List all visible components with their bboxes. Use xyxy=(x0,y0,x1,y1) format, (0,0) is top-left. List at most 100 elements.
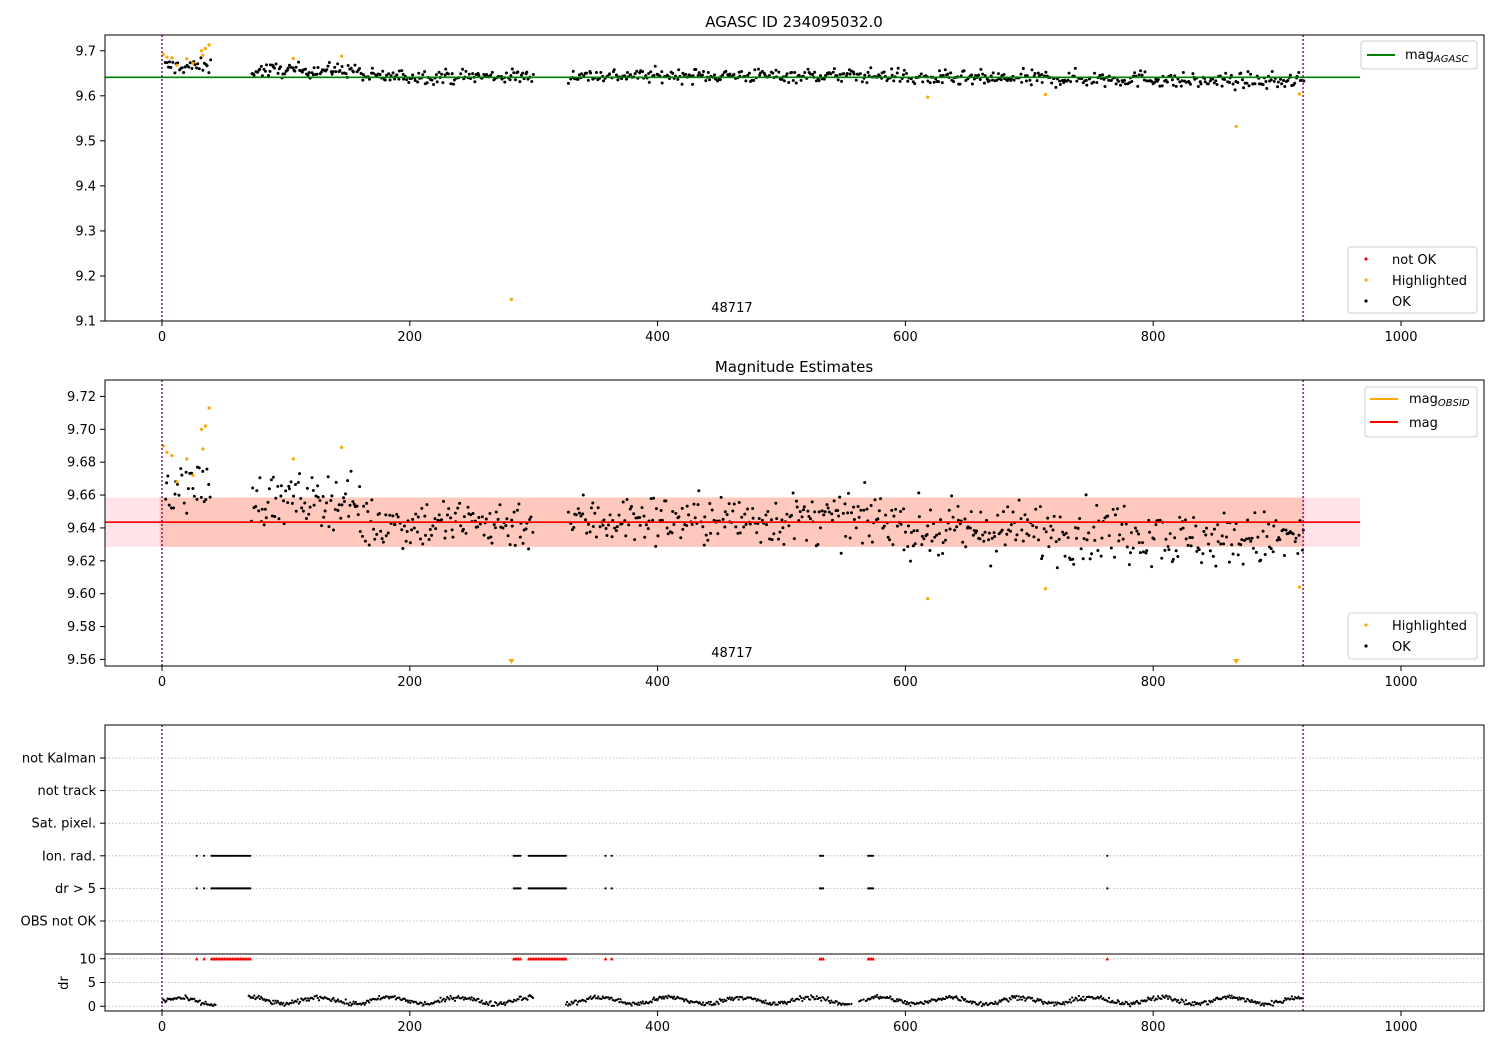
ok-point xyxy=(1044,70,1048,74)
flag-point xyxy=(212,887,215,890)
ok-point xyxy=(416,80,420,84)
dr-point xyxy=(1007,1000,1010,1003)
ok-point xyxy=(333,65,337,69)
panel-3-plot-area xyxy=(105,725,1484,1011)
ok-point xyxy=(1084,78,1088,82)
dr-point xyxy=(526,998,529,1001)
y-tick-label: 9.1 xyxy=(75,315,96,330)
dr-point xyxy=(387,995,390,998)
ok-point xyxy=(817,510,821,514)
ok-point xyxy=(925,532,929,536)
ok-point xyxy=(384,534,388,538)
dr-point xyxy=(278,1003,282,1006)
dr-point xyxy=(1229,996,1232,1000)
ok-point xyxy=(346,479,350,483)
ok-point xyxy=(416,515,420,519)
flag-point xyxy=(527,854,530,857)
ok-point xyxy=(177,493,181,497)
ok-point xyxy=(888,538,892,542)
ok-point xyxy=(913,542,917,546)
dr-capped-marker xyxy=(871,956,875,961)
ok-point xyxy=(1025,532,1029,536)
ok-point xyxy=(651,518,655,522)
dr-point xyxy=(1035,999,1038,1002)
ok-point xyxy=(327,525,331,529)
ok-point xyxy=(484,517,488,521)
ok-point xyxy=(1066,536,1070,540)
ok-point xyxy=(909,531,913,535)
ok-point xyxy=(1014,538,1018,542)
panel-2-frame xyxy=(104,379,1485,667)
ok-point xyxy=(370,498,374,502)
ok-point xyxy=(1183,518,1187,522)
ok-point xyxy=(471,512,475,516)
ok-point xyxy=(388,513,392,517)
flag-point xyxy=(561,887,564,890)
ok-point xyxy=(1261,529,1265,533)
ok-point xyxy=(188,61,192,65)
flag-point xyxy=(233,854,236,857)
ok-point xyxy=(393,523,397,527)
ok-point xyxy=(863,481,867,485)
dr-point xyxy=(1151,997,1154,1000)
ok-point xyxy=(269,478,273,482)
ok-point xyxy=(956,504,960,508)
dr-point xyxy=(407,1001,410,1004)
ok-point xyxy=(858,72,862,76)
ok-point xyxy=(937,532,941,536)
ok-point xyxy=(732,502,736,506)
ok-point xyxy=(268,69,272,73)
ok-point xyxy=(777,70,781,74)
ok-point xyxy=(1189,544,1193,548)
dr-point xyxy=(204,1000,207,1003)
flag-point xyxy=(868,887,871,890)
ok-point xyxy=(284,489,288,493)
ok-point xyxy=(572,525,576,529)
dr-point xyxy=(801,999,804,1003)
ok-point xyxy=(1271,550,1275,554)
ok-point xyxy=(906,545,910,549)
ok-point xyxy=(1021,66,1025,70)
dr-point xyxy=(1261,1002,1264,1005)
ok-point xyxy=(744,79,748,83)
panel-2-point-legend-box xyxy=(1347,612,1478,660)
ok-point xyxy=(785,512,789,516)
dr-point xyxy=(1249,1001,1252,1004)
flag-point xyxy=(868,854,871,857)
dr-point xyxy=(1165,995,1169,998)
x-tick-label: 0 xyxy=(158,1020,166,1035)
dr-point xyxy=(776,1003,779,1006)
ok-point xyxy=(183,65,187,69)
ok-point xyxy=(1069,80,1073,84)
ok-point xyxy=(469,513,473,517)
flag-point xyxy=(226,887,229,890)
ok-point xyxy=(458,501,462,505)
dr-point xyxy=(1216,996,1219,999)
flag-point xyxy=(610,854,613,857)
dr-point xyxy=(1211,1000,1214,1003)
ok-point xyxy=(421,73,425,77)
ok-point xyxy=(420,506,424,510)
ok-point xyxy=(488,511,492,515)
ok-point xyxy=(1208,79,1212,83)
ok-point xyxy=(493,526,497,530)
ok-point xyxy=(781,526,785,530)
ok-point xyxy=(1188,535,1192,539)
ok-point xyxy=(303,67,307,71)
dr-point xyxy=(607,996,610,999)
ok-point xyxy=(513,78,517,82)
dr-point xyxy=(1184,999,1187,1002)
ok-point xyxy=(346,63,350,67)
ok-point xyxy=(785,72,789,76)
ok-point xyxy=(1202,529,1206,533)
ok-point xyxy=(286,501,290,505)
ok-point xyxy=(184,470,188,474)
ok-point xyxy=(697,71,701,75)
ok-point xyxy=(1276,80,1280,84)
ok-point xyxy=(186,487,190,491)
ok-point xyxy=(336,509,340,513)
ok-point xyxy=(1020,528,1024,532)
ok-point xyxy=(1031,524,1035,528)
ok-point xyxy=(666,532,670,536)
dr-point xyxy=(826,996,830,999)
